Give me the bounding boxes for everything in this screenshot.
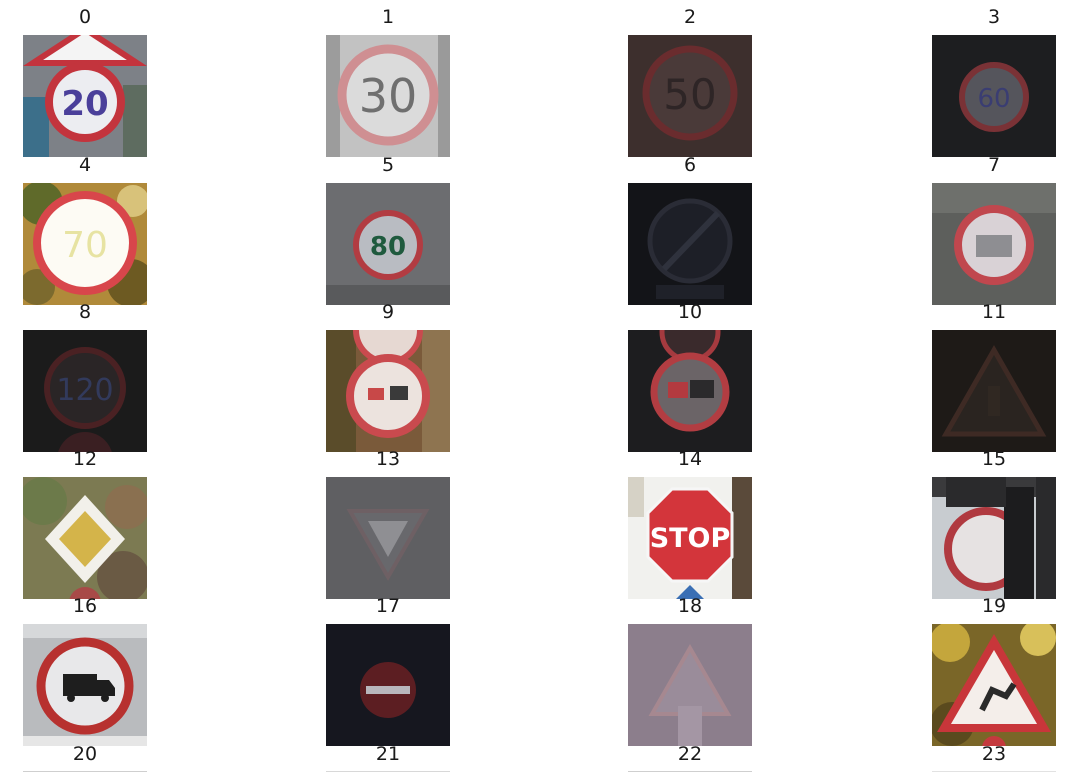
sign-image-speed-limit-30: 30 — [326, 35, 450, 157]
sign-text: 120 — [56, 373, 113, 408]
image-index-label: 4 — [78, 154, 92, 176]
image-index-label: 2 — [683, 6, 697, 28]
sign-image-general-caution — [628, 624, 752, 746]
sign-image-speed-limit-120: 120 — [23, 330, 147, 452]
image-index-label: 1 — [381, 6, 395, 28]
image-index-label: 6 — [683, 154, 697, 176]
image-index-label: 12 — [72, 448, 98, 470]
image-index-label: 11 — [981, 301, 1007, 323]
sign-text: 80 — [370, 232, 406, 262]
image-index-label: 5 — [381, 154, 395, 176]
sign-image-no-trucks — [23, 624, 147, 746]
image-index-label: 0 — [78, 6, 92, 28]
image-index-label: 10 — [677, 301, 703, 323]
sign-image-stop: STOP — [628, 477, 752, 599]
image-index-label: 19 — [981, 595, 1007, 617]
svg-text:70: 70 — [62, 225, 108, 266]
sign-image-no-vehicles — [932, 477, 1056, 599]
sign-image-speed-limit-100 — [932, 183, 1056, 305]
sign-image-end-speed-limit — [628, 183, 752, 305]
sign-image-no-entry — [326, 624, 450, 746]
image-index-label: 17 — [375, 595, 401, 617]
image-index-label: 14 — [677, 448, 703, 470]
sign-image-speed-limit-80: 80 — [326, 183, 450, 305]
sign-image-right-of-way — [932, 330, 1056, 452]
image-index-label: 20 — [72, 743, 98, 765]
image-index-label: 13 — [375, 448, 401, 470]
image-index-label: 23 — [981, 743, 1007, 765]
image-index-label: 7 — [987, 154, 1001, 176]
image-index-label: 22 — [677, 743, 703, 765]
image-index-label: 15 — [981, 448, 1007, 470]
sign-text: 60 — [977, 84, 1010, 114]
sign-image-priority-road — [23, 477, 147, 599]
sign-text: 30 — [359, 69, 418, 123]
sign-image-speed-limit-70: 70 — [23, 183, 147, 305]
sign-text: STOP — [650, 523, 731, 554]
image-index-label: 8 — [78, 301, 92, 323]
sign-image-yield — [326, 477, 450, 599]
image-index-label: 9 — [381, 301, 395, 323]
sign-image-speed-limit-20: 20 — [23, 35, 147, 157]
sign-text: 50 — [663, 70, 716, 119]
image-index-label: 18 — [677, 595, 703, 617]
image-index-label: 3 — [987, 6, 1001, 28]
sign-text: 20 — [61, 84, 108, 124]
image-index-label: 16 — [72, 595, 98, 617]
sign-image-dangerous-curve — [932, 624, 1056, 746]
image-index-label: 21 — [375, 743, 401, 765]
sign-image-speed-limit-50: 50 — [628, 35, 752, 157]
sign-image-no-passing — [326, 330, 450, 452]
sign-image-no-passing-trucks — [628, 330, 752, 452]
sign-image-speed-limit-60: 60 — [932, 35, 1056, 157]
